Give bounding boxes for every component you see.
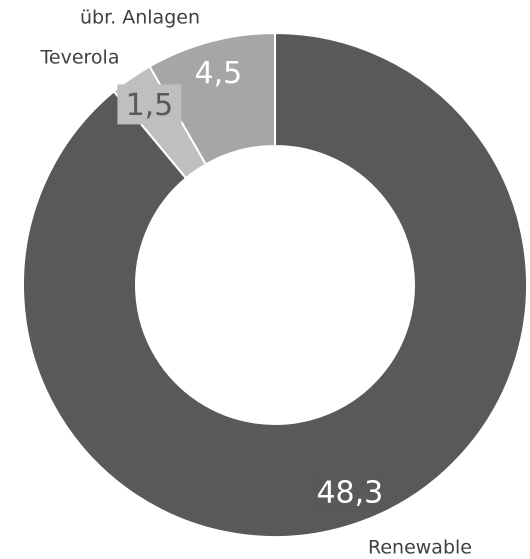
category-label: übr. Anlagen bbox=[80, 7, 200, 29]
donut-slice bbox=[22, 31, 528, 538]
category-label: Teverola bbox=[40, 47, 120, 69]
value-label-bg bbox=[186, 52, 251, 93]
value-label-bg bbox=[317, 471, 382, 512]
value-label: 1,5 bbox=[126, 88, 174, 123]
value-label: 48,3 bbox=[316, 475, 383, 510]
category-label: Renewable bbox=[368, 537, 472, 559]
value-label: 4,5 bbox=[195, 56, 243, 91]
value-label-bg bbox=[117, 84, 182, 125]
